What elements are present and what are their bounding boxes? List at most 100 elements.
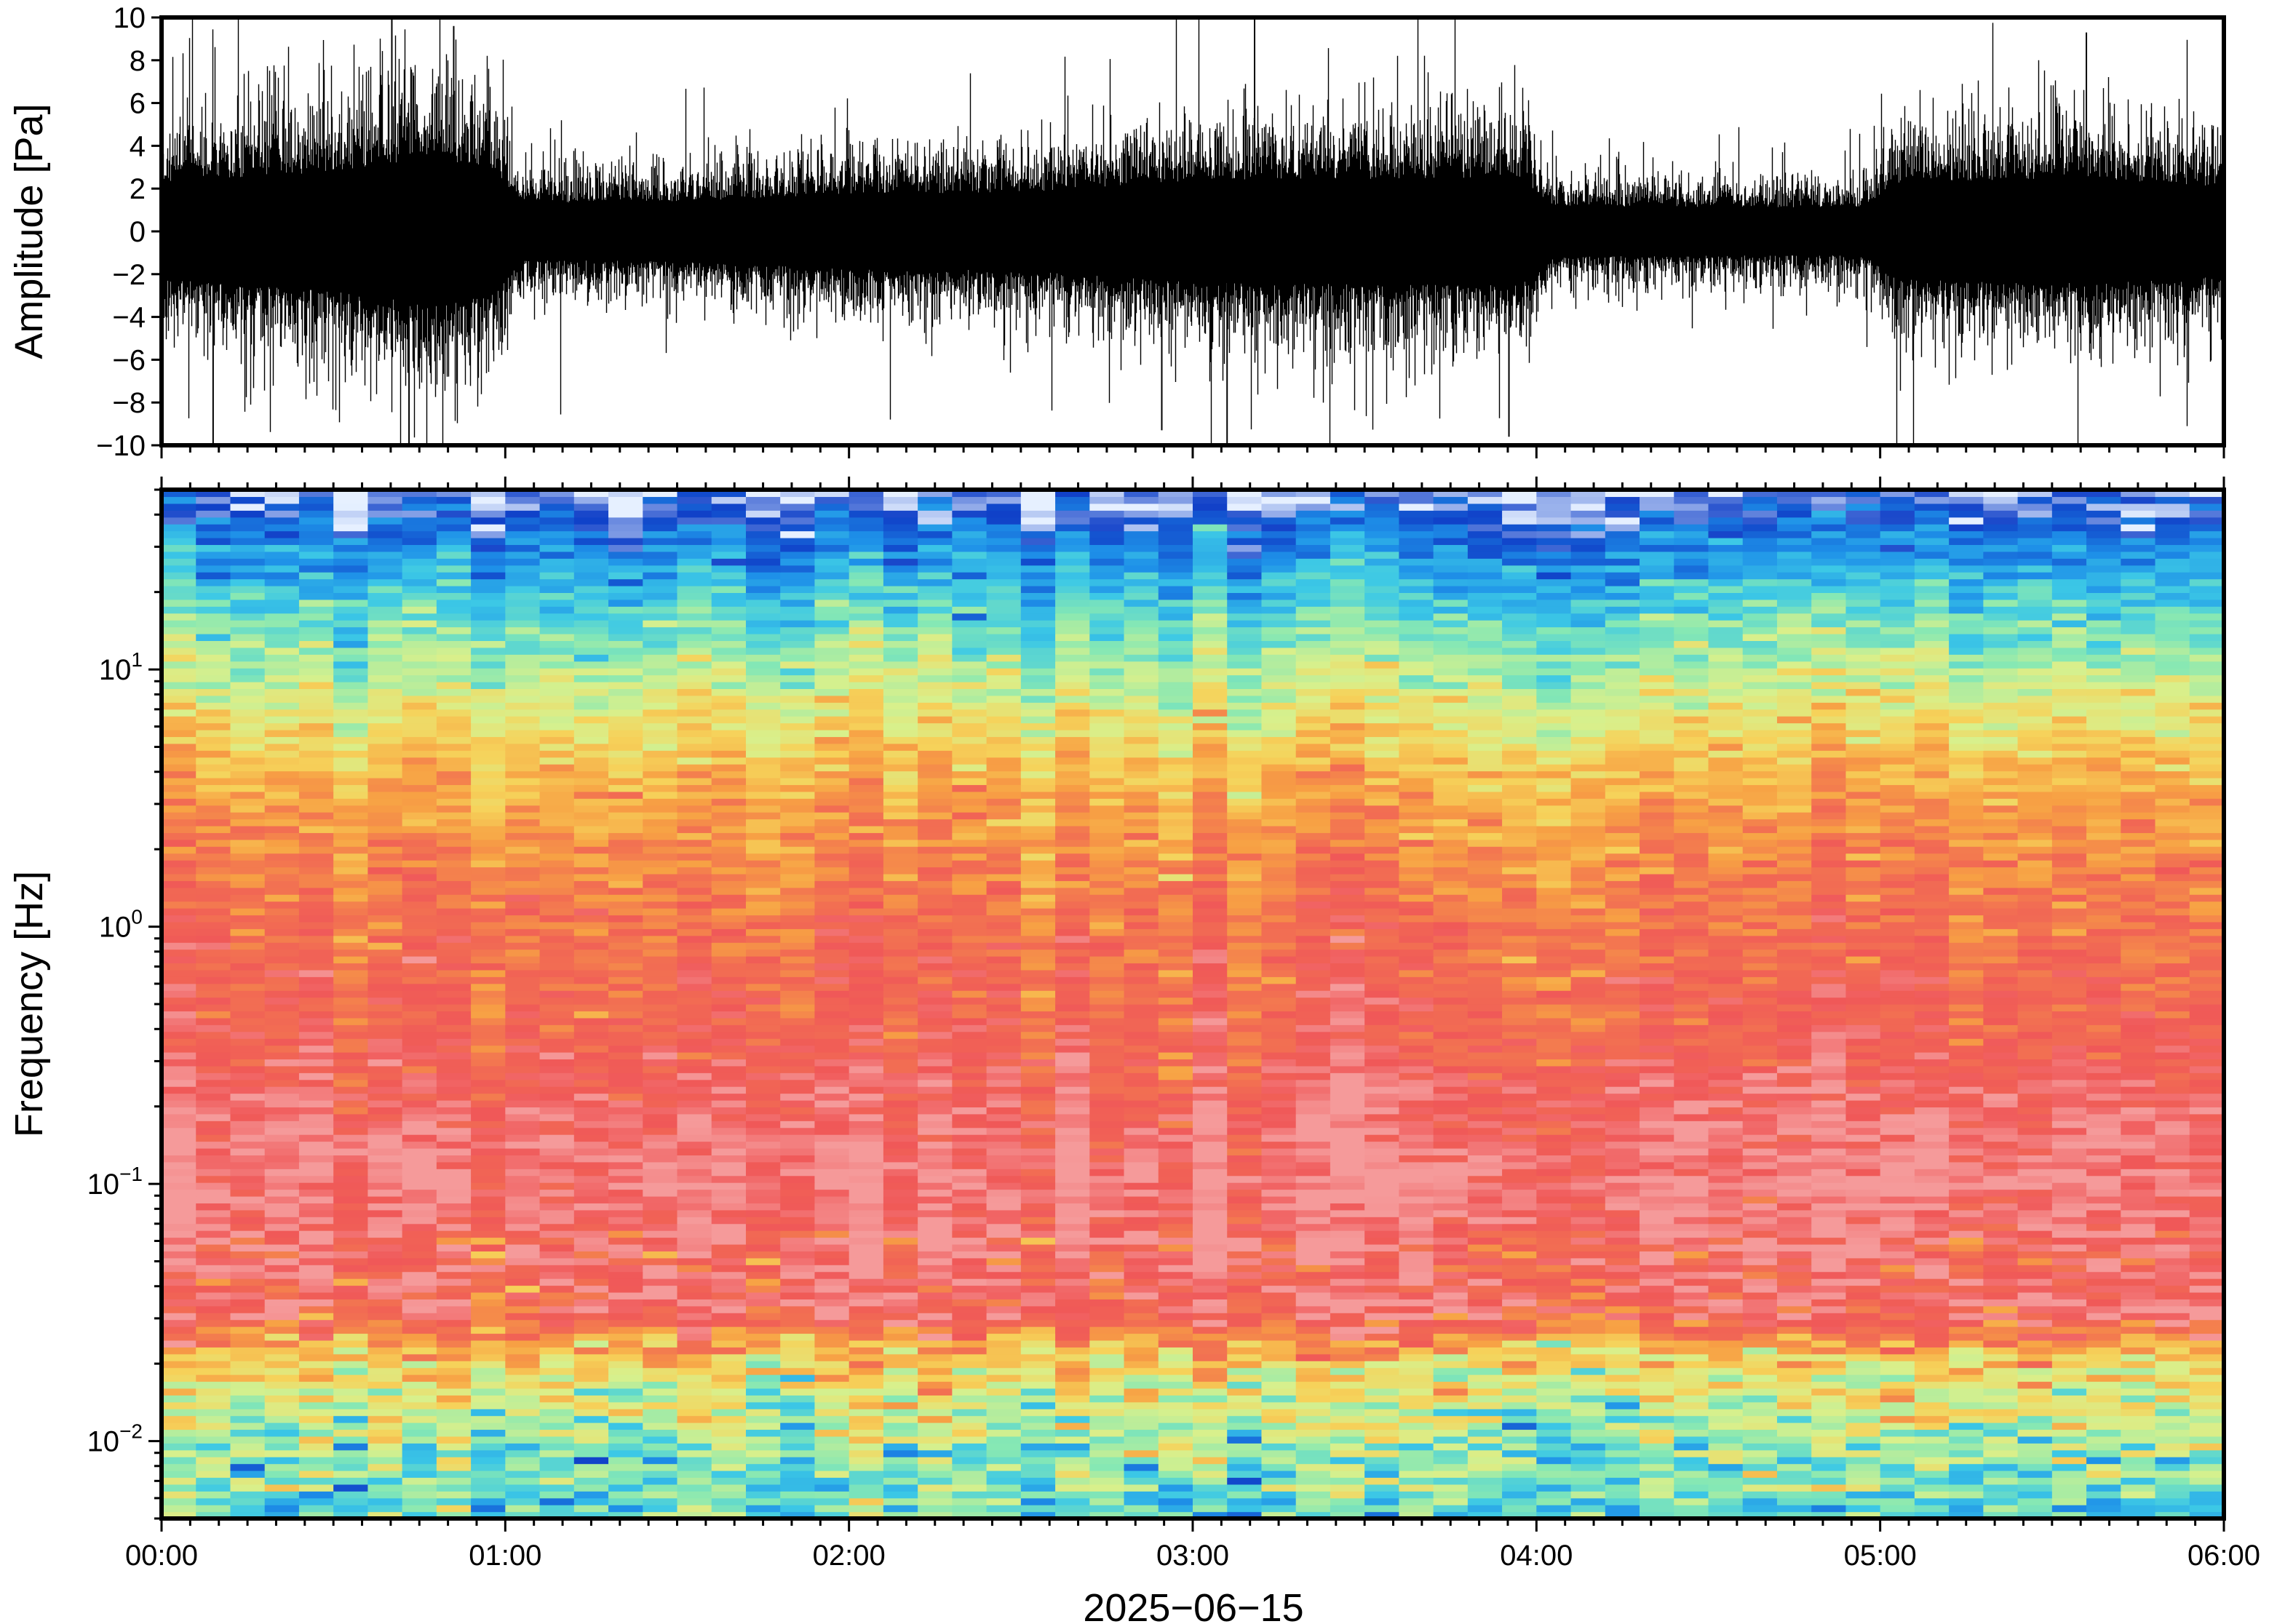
spectrogram-cell xyxy=(471,1169,506,1177)
spectrogram-cell xyxy=(333,1243,368,1251)
spectrogram-cell xyxy=(1399,983,1434,991)
spectrogram-cell xyxy=(2155,997,2190,1005)
spectrogram-cell xyxy=(986,1011,1022,1019)
spectrogram-cell xyxy=(1536,1155,1572,1163)
spectrogram-cell xyxy=(2051,1340,2087,1348)
spectrogram-cell xyxy=(1502,1361,1537,1369)
spectrogram-cell xyxy=(573,1169,609,1177)
spectrogram-cell xyxy=(2051,1004,2087,1012)
spectrogram-cell xyxy=(1295,976,1331,984)
spectrogram-cell xyxy=(1055,1093,1090,1101)
spectrogram-cell xyxy=(1193,1470,1228,1478)
spectrogram-cell xyxy=(745,1217,781,1225)
spectrogram-cell xyxy=(505,1271,541,1279)
spectrogram-cell xyxy=(573,1203,609,1211)
spectrogram-cell xyxy=(1949,1463,1984,1471)
spectrogram-cell xyxy=(1227,1305,1263,1313)
spectrogram-cell xyxy=(2121,1353,2156,1361)
spectrogram-cell xyxy=(1399,1265,1434,1273)
spectrogram-cell xyxy=(986,1436,1022,1444)
spectrogram-cell xyxy=(1089,1367,1125,1375)
spectrogram-cell xyxy=(918,983,953,991)
spectrogram-cell xyxy=(1983,1230,2019,1238)
spectrogram-cell xyxy=(1776,1415,1812,1423)
spectrogram-cell xyxy=(918,1470,953,1478)
spectrogram-cell xyxy=(333,1107,368,1115)
spectrogram-cell xyxy=(1605,1265,1640,1273)
spectrogram-cell xyxy=(1330,1449,1365,1457)
spectrogram-cell xyxy=(1605,1271,1640,1279)
spectrogram-cell xyxy=(1811,1326,1847,1334)
spectrogram-cell xyxy=(1914,1326,1950,1334)
spectrogram-cell xyxy=(952,1203,988,1211)
spectrogram-cell xyxy=(1261,1443,1297,1451)
spectrogram-cell xyxy=(1502,1305,1537,1313)
spectrogram-cell xyxy=(196,1086,231,1094)
spectrogram-cell xyxy=(1811,1230,1847,1238)
spectrogram-cell xyxy=(1674,1436,1709,1444)
spectrogram-cell xyxy=(1399,1470,1434,1478)
spectrogram-cell xyxy=(1605,1422,1640,1430)
spectrogram-cell xyxy=(1089,1457,1125,1465)
spectrogram-cell xyxy=(1674,1093,1709,1101)
spectrogram-cell xyxy=(1811,1134,1847,1142)
spectrogram-cell xyxy=(367,1484,403,1492)
spectrogram-cell xyxy=(1193,1436,1228,1444)
spectrogram-cell xyxy=(1914,1203,1950,1211)
spectrogram-cell xyxy=(2051,1079,2087,1087)
spectrogram-cell xyxy=(573,1161,609,1169)
spectrogram-cell xyxy=(505,1395,541,1403)
spectrogram-cell xyxy=(539,963,575,971)
spectrogram-cell xyxy=(1914,1086,1950,1094)
spectrogram-cell xyxy=(230,1189,266,1197)
spectrogram-cell xyxy=(2121,1155,2156,1163)
spectrogram-cell xyxy=(1295,1004,1331,1012)
spectrogram-cell xyxy=(1536,969,1572,977)
spectrogram-cell xyxy=(264,1340,300,1348)
spectrogram-cell xyxy=(2086,1326,2121,1334)
spectrogram-cell xyxy=(573,1217,609,1225)
spectrogram-cell xyxy=(952,1285,988,1293)
spectrogram-cell xyxy=(814,1367,850,1375)
spectrogram-cell xyxy=(162,1326,196,1334)
spectrogram-cell xyxy=(814,1401,850,1409)
spectrogram-cell xyxy=(745,1099,781,1107)
spectrogram-cell xyxy=(1880,1470,1915,1478)
spectrogram-cell xyxy=(367,1079,403,1087)
spectrogram-cell xyxy=(1674,1024,1709,1032)
spectrogram-cell xyxy=(677,1484,712,1492)
spectrogram-cell xyxy=(1364,1305,1399,1313)
spectrogram-cell xyxy=(196,1004,231,1012)
spectrogram-cell xyxy=(2086,1491,2121,1499)
spectrogram-cell xyxy=(367,1024,403,1032)
spectrogram-cell xyxy=(1536,1107,1572,1115)
spectrogram-cell xyxy=(745,1415,781,1423)
spectrogram-cell xyxy=(505,1107,541,1115)
spectrogram-cell xyxy=(1261,1243,1297,1251)
spectrogram-cell xyxy=(2086,1093,2121,1101)
spectrogram-cell xyxy=(505,1038,541,1046)
spectrogram-cell xyxy=(1020,976,1056,984)
spectrogram-cell xyxy=(2155,1374,2190,1382)
spectrogram-cell xyxy=(1261,1278,1297,1286)
spectrogram-cell xyxy=(1742,1388,1778,1396)
spectrogram-cell xyxy=(471,1195,506,1203)
spectrogram-cell xyxy=(849,990,884,998)
spectrogram-cell xyxy=(2051,1353,2087,1361)
spectrogram-cell xyxy=(1640,1004,1674,1012)
spectrogram-cell xyxy=(1983,1107,2019,1115)
spectrogram-cell xyxy=(1914,1353,1950,1361)
spectrogram-cell xyxy=(986,1217,1022,1225)
spectrogram-cell xyxy=(952,1271,988,1279)
spectrogram-cell xyxy=(745,1429,781,1437)
spectrogram-cell xyxy=(1776,1045,1812,1053)
spectrogram-cell xyxy=(2155,1243,2190,1251)
spectrogram-cell xyxy=(986,1278,1022,1286)
spectrogram-cell xyxy=(1330,1388,1365,1396)
spectrogram-cell xyxy=(1193,1099,1228,1107)
spectrogram-cell xyxy=(1914,1017,1950,1025)
spectrogram-cell xyxy=(1399,1045,1434,1053)
spectrogram-cell xyxy=(1605,1319,1640,1327)
spectrogram-cell xyxy=(367,1443,403,1451)
spectrogram-cell xyxy=(1914,1209,1950,1217)
